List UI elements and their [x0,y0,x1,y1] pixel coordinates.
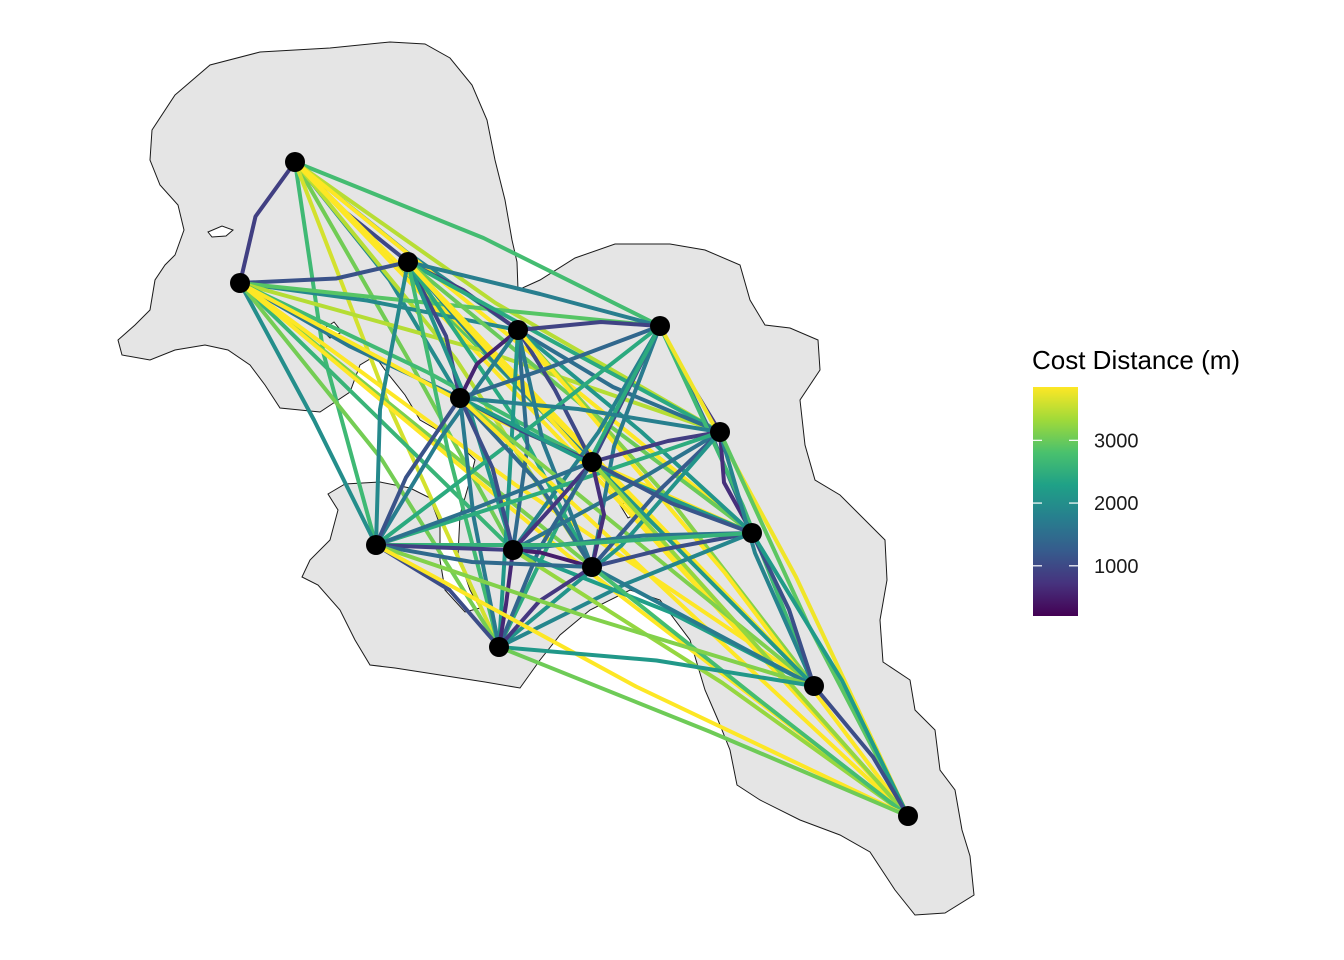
cost-path [238,160,297,285]
cost-path [511,548,910,818]
cost-path [374,460,594,547]
legend: Cost Distance (m) 1000 2000 3000 [1032,345,1240,616]
cost-path [458,396,722,434]
sites [230,152,918,826]
cost-path [516,320,662,332]
legend-tick-label: 1000 [1094,556,1139,578]
site-point [710,422,730,442]
cost-path [238,281,515,552]
cost-path [293,160,722,434]
site-point [650,316,670,336]
legend-tick-label: 3000 [1094,430,1139,452]
cost-path [374,260,410,547]
site-point [366,535,386,555]
cost-path [812,684,910,818]
cost-path [374,430,722,547]
cost-path [458,328,520,400]
cost-path [590,565,816,688]
cost-path [238,281,501,649]
cost-path [238,281,816,688]
cost-path [374,543,910,818]
cost-path [590,531,754,569]
cost-paths [238,160,910,818]
site-point [582,557,602,577]
site-point [508,320,528,340]
cost-path [458,396,501,649]
cost-path [374,328,520,547]
cost-path [374,531,754,547]
cost-path [750,531,816,688]
cost-path [497,548,515,649]
cost-path [497,430,722,649]
cost-path [497,645,910,818]
site-point [804,676,824,696]
cost-path [590,565,910,818]
site-point [582,452,602,472]
site-point [742,523,762,543]
legend-ticks: 1000 2000 3000 [1033,430,1139,578]
cost-path [511,328,530,552]
cost-path [590,460,816,688]
cost-path [238,260,410,285]
site-point [398,252,418,272]
cost-path [516,328,594,464]
site-point [450,388,470,408]
cost-path [374,396,462,547]
cost-path [238,281,594,464]
cost-path [718,430,816,688]
cost-path [511,460,594,552]
cost-path [516,328,594,569]
site-point [285,152,305,172]
cost-path [511,430,722,552]
cost-path [590,460,606,569]
cost-path [293,160,662,328]
cost-path [750,531,910,818]
cost-path [590,460,910,818]
cost-path [238,281,378,547]
cost-path [590,460,754,535]
site-point [230,273,250,293]
cost-path [406,260,662,328]
cost-path [516,328,722,434]
cost-path [458,396,515,552]
cost-path [458,396,910,818]
cost-path [497,645,816,688]
legend-colorbar [1033,387,1078,616]
cost-path [590,430,722,464]
cost-path [406,260,722,434]
cost-path [374,543,816,688]
legend-title: Cost Distance (m) [1032,345,1240,375]
site-point [503,540,523,560]
site-point [489,637,509,657]
legend-tick-label: 2000 [1094,493,1139,515]
cost-path [374,543,594,569]
site-point [898,806,918,826]
cost-path [374,543,515,552]
cost-path [458,324,662,400]
island-hole [207,225,234,238]
